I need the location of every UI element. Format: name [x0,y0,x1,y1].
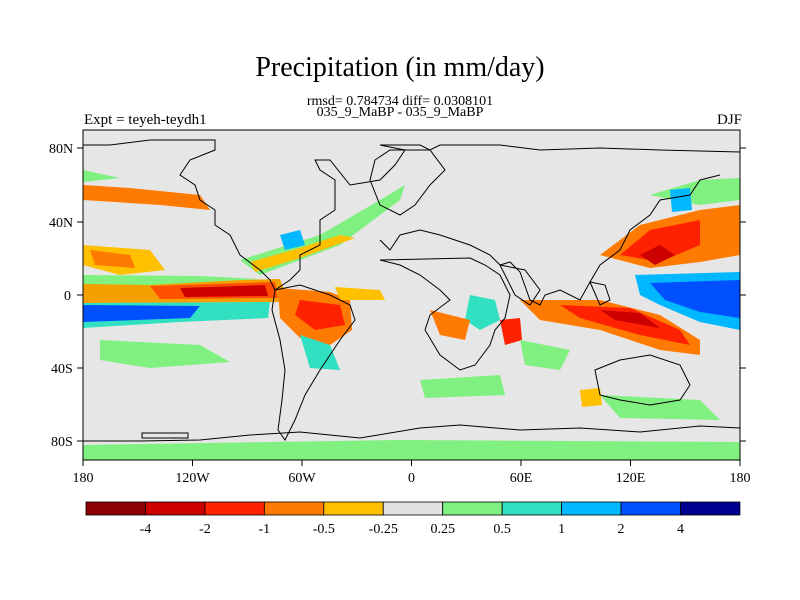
south-atlantic-positive [580,388,602,407]
antarctica-coast [83,424,740,442]
colorbar-label: 4 [677,522,684,537]
east-pacific-north-band [83,275,260,285]
lat-label-40n: 40N [49,216,73,231]
colorbar-label: 0.25 [430,522,455,537]
lat-label-40s: 40S [51,362,73,377]
greenland-coast [369,149,446,216]
lon-label-60e: 60E [510,471,533,486]
indian-ocean-positive [430,310,470,340]
colorbar-label: -0.5 [313,522,335,537]
colorbar-label: 0.5 [493,522,511,537]
colorbar-label: 2 [618,522,625,537]
west-pacific-core [600,310,660,328]
indochina-coast [589,281,611,306]
experiment-line: 035_9_MaBP - 035_9_MaBP [316,105,484,120]
north-atlantic-band [240,185,405,275]
colorbar-swatch [263,501,325,516]
north-east-pacific-green [83,170,120,182]
north-east-pacific-positive [83,185,210,210]
central-pacific-negative-core [650,280,740,318]
colorbar-label: -2 [199,522,211,537]
coastlines [83,139,740,442]
southern-ocean-green-2 [420,375,505,398]
arabia-coast [499,264,541,306]
colorbar-swatch [620,501,681,516]
colorbar-swatch [382,501,444,516]
africa-coast [379,257,511,371]
lon-labels: 180 120W 60W 0 60E 120E 180 [73,471,751,486]
eurasia-africa-coast [379,174,721,306]
north-america-coast [83,139,740,291]
colorbar-swatch [85,501,146,516]
antarctic-island [141,432,189,439]
colorbar-swatch [442,501,503,516]
west-pacific-strong [560,305,690,345]
east-pacific-strong-core [180,285,268,297]
colorbar-swatch [561,501,622,516]
north-pacific-core [640,245,675,265]
colorbar-label: 1 [558,522,565,537]
lon-label-120e: 120E [616,471,646,486]
colorbar-swatch [204,501,265,516]
season-label: DJF [716,112,742,128]
south-pacific-green [100,340,230,368]
lon-ticks [82,460,741,466]
lon-label-60w: 60W [288,471,316,486]
lat-ticks [77,147,746,442]
colorbar-swatch [323,501,384,516]
east-pacific-subtropic-core [90,250,135,268]
lat-labels: 80N 40N 0 40S 80S [49,142,73,450]
stats-line: rmsd= 0.784734 diff= 0.0308101 [306,94,494,109]
north-pacific-strong [620,220,700,262]
north-america-blue [280,230,305,250]
colorbar-swatch [501,501,562,516]
south-america-coast [271,284,356,441]
south-america-negative [300,335,340,370]
southern-ocean-green-1 [83,440,740,460]
colorbar: -4 -2 -1 -0.5 -0.25 0.25 0.5 1 2 4 [85,501,741,537]
colorbar-label: -4 [140,522,152,537]
lon-label-0: 0 [408,471,415,486]
lat-label-0: 0 [64,289,71,304]
atlantic-positive [335,287,385,300]
map-title: Precipitation (in mm/day) [255,52,545,83]
indian-ocean-green [520,340,570,370]
east-pacific-negative-core [83,305,200,322]
west-pacific-positive-band [520,300,700,355]
experiment-label: Expt = teyeh-teydh1 [84,112,207,128]
lon-label-120w: 120W [175,471,210,486]
africa-negative [465,295,500,330]
south-america-positive-core [295,300,345,330]
lon-label-180e: 180 [730,471,751,486]
africa-positive [500,318,522,345]
australia-coast [594,354,691,406]
colorbar-label: -1 [259,522,271,537]
colorbar-label: -0.25 [369,522,398,537]
lat-label-80s: 80S [51,435,73,450]
map-field [83,130,740,460]
lat-label-80n: 80N [49,142,73,157]
north-pacific-blue [670,188,692,212]
colorbar-swatch [680,501,741,516]
colorbar-swatch [145,501,206,516]
lon-label-180w: 180 [73,471,94,486]
